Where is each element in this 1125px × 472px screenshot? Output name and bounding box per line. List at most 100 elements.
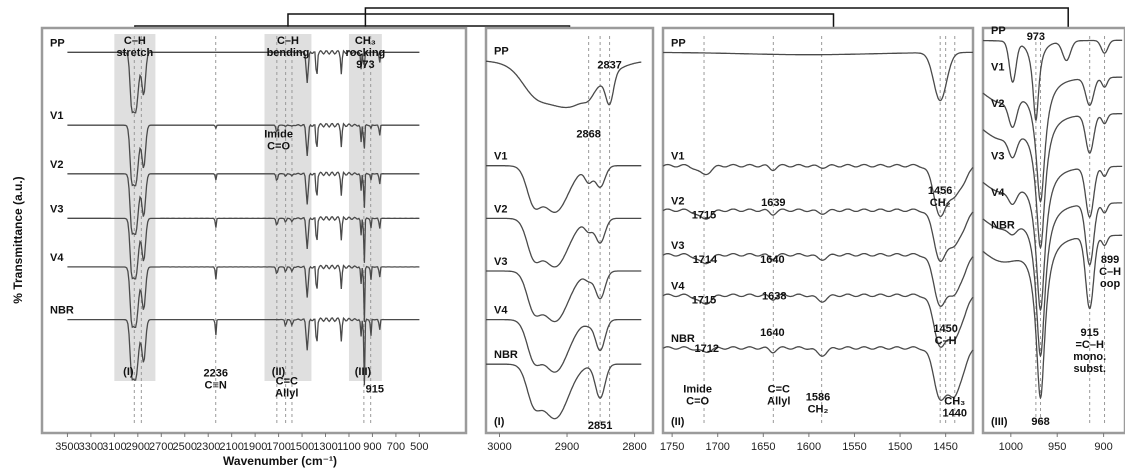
annotation-full-2: Allyl	[275, 387, 298, 399]
band-roman-1: (I)	[123, 366, 134, 378]
annotation-III-2: oop	[1100, 278, 1120, 290]
x-tick-label-2700: 2700	[149, 441, 173, 453]
band-roman-3: (III)	[355, 366, 372, 378]
trace-v2	[662, 208, 974, 263]
annotation-II-3: 1640	[760, 254, 784, 266]
annotation-II-4: 1715	[692, 294, 716, 306]
x-tick-label-2800: 2800	[622, 441, 646, 453]
trace-v1	[982, 76, 1123, 203]
annotation-II-10: 1440	[943, 408, 967, 420]
trace-v3	[486, 270, 642, 323]
annotation-II-7: 1640	[760, 327, 784, 339]
panel-frame-I	[484, 26, 655, 435]
series-label-v1: V1	[494, 151, 507, 163]
series-label-v2: V2	[991, 98, 1004, 110]
connector-2	[287, 13, 835, 28]
annotation-II-6: 1712	[695, 343, 719, 355]
annotation-III-2: 899	[1101, 254, 1119, 266]
x-tick-label-1700: 1700	[266, 441, 290, 453]
annotation-I-2: 2851	[588, 420, 612, 432]
annotation-II-9: C–H	[935, 335, 957, 347]
annotation-I-1: 2868	[576, 128, 600, 140]
series-label-v2: V2	[494, 203, 507, 215]
x-tick-label-500: 500	[410, 441, 428, 453]
trace-v2	[486, 217, 642, 268]
trace-v4	[982, 202, 1123, 358]
band-title-1: C–H	[124, 35, 146, 47]
x-tick-label-2100: 2100	[219, 441, 243, 453]
x-tick-label-1700: 1700	[705, 441, 729, 453]
annotation-full-0: C=O	[267, 140, 290, 152]
series-label-v4: V4	[494, 305, 508, 317]
series-label-pp: PP	[50, 37, 65, 49]
trace-v4	[67, 264, 420, 329]
series-label-pp: PP	[494, 45, 509, 57]
annotation-III-0: 973	[1027, 31, 1045, 43]
x-tick-label-900: 900	[363, 441, 381, 453]
series-label-v4: V4	[50, 252, 64, 264]
x-tick-label-2900: 2900	[126, 441, 150, 453]
band-title-3: rocking	[346, 47, 386, 59]
panel-frame-II	[661, 26, 975, 435]
x-tick-label-1450: 1450	[933, 441, 957, 453]
annotation-II-9: 1450	[933, 323, 957, 335]
trace-v3	[662, 252, 974, 307]
annotation-II-0: 1715	[692, 209, 716, 221]
x-tick-label-1650: 1650	[751, 441, 775, 453]
annotation-II-2: 1714	[693, 254, 718, 266]
annotation-II-1: 1639	[761, 197, 785, 209]
annotation-II-12: Allyl	[767, 396, 790, 408]
trace-pp	[486, 60, 642, 109]
x-tick-label-900: 900	[1094, 441, 1112, 453]
series-label-v3: V3	[494, 256, 507, 268]
band-roman-2: (II)	[272, 366, 286, 378]
trace-v1	[67, 122, 420, 187]
x-tick-label-1600: 1600	[797, 441, 821, 453]
trace-nbr	[982, 234, 1123, 400]
band-title-2: C–H	[277, 35, 299, 47]
trace-pp	[663, 51, 973, 102]
trace-nbr	[67, 316, 420, 386]
series-label-nbr: NBR	[50, 305, 74, 317]
annotation-II-8: 1456	[928, 185, 952, 197]
band-title-2: bending	[267, 47, 310, 59]
x-tick-label-2500: 2500	[173, 441, 197, 453]
series-label-pp: PP	[671, 37, 686, 49]
panel-i-ch-stretch-zoom: PP V1 V2 V3 V4 NBR (I) 2837 2868 2851 3000 2900 2800	[484, 26, 655, 453]
annotation-III-3: mono.	[1073, 351, 1106, 363]
series-label-v3: V3	[50, 203, 63, 215]
series-label-nbr: NBR	[991, 220, 1015, 232]
trace-v2	[67, 171, 420, 236]
panel-label-III: (III)	[991, 416, 1008, 428]
x-tick-label-3500: 3500	[55, 441, 79, 453]
connector-3	[364, 7, 1069, 28]
series-label-v1: V1	[50, 110, 63, 122]
annotation-III-3: subst.	[1073, 363, 1105, 375]
annotation-full-1: 2236	[203, 367, 227, 379]
x-tick-label-1300: 1300	[313, 441, 337, 453]
annotation-full-1: C≡N	[205, 379, 227, 391]
panel-frame-full	[40, 26, 468, 435]
trace-nbr	[486, 363, 642, 420]
x-tick-label-2300: 2300	[196, 441, 220, 453]
series-label-pp: PP	[991, 25, 1006, 37]
band-2	[264, 34, 312, 381]
annotation-III-2: C–H	[1099, 266, 1121, 278]
x-tick-label-2900: 2900	[555, 441, 579, 453]
annotation-full-2: C=C	[276, 375, 298, 387]
annotation-II-11: C=O	[686, 396, 709, 408]
panel-ii-ch-bending-zoom: PP V1 V2 V3 V4 NBR (II) 1715 1639 1714 1640 1715 163…	[660, 26, 975, 453]
series-label-v3: V3	[991, 151, 1004, 163]
annotation-II-10: CH₃	[944, 396, 965, 408]
trace-v3	[67, 215, 420, 280]
x-tick-label-3300: 3300	[79, 441, 103, 453]
trace-pp	[983, 39, 1123, 121]
annotation-III-3: 915	[1081, 327, 1099, 339]
trace-nbr	[662, 346, 974, 402]
x-tick-label-3100: 3100	[102, 441, 126, 453]
series-label-v2: V2	[50, 159, 63, 171]
trace-v1	[662, 163, 974, 218]
x-tick-label-700: 700	[387, 441, 405, 453]
x-tick-label-1500: 1500	[888, 441, 912, 453]
